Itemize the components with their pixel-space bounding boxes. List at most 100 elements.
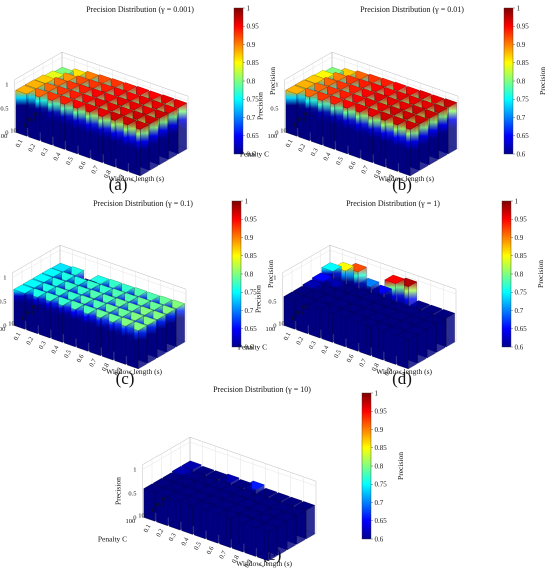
window-length-tick-label: 0.3 <box>40 147 50 157</box>
panel-c-label: (c) <box>116 369 135 388</box>
window-length-tick-label: 0.2 <box>25 336 35 346</box>
colorbar-tick-label: 0.75 <box>375 481 388 489</box>
window-length-tick-label: 0.8 <box>231 554 241 564</box>
penalty-c-tick-label: 0.1 <box>298 116 306 123</box>
colorbar-tick-label: 1 <box>515 197 519 205</box>
window-length-tick-label: 0.6 <box>78 160 88 171</box>
window-length-tick-label: 0.7 <box>88 357 98 368</box>
window-length-tick-label: 1 <box>258 563 266 568</box>
window-length-tick-label: 0.9 <box>115 174 125 184</box>
z-axis-label: Precision <box>256 92 265 120</box>
penalty-c-tick-label: 100 <box>266 326 276 333</box>
window-length-tick-label: 1 <box>130 178 138 184</box>
z-tick-label: 0.5 <box>0 106 8 113</box>
window-length-tick-label: 0.6 <box>346 353 356 364</box>
bars <box>15 66 188 177</box>
window-length-axis-label: Window length (s) <box>376 367 432 376</box>
colorbar-tick-label: 1 <box>247 4 251 12</box>
colorbar-label: Precision <box>538 67 547 95</box>
colorbar-tick-label: 0.9 <box>517 41 526 49</box>
colorbar-tick-label: 0.7 <box>515 307 524 315</box>
window-length-tick-label: 0.4 <box>320 344 330 355</box>
colorbar-tick-label: 0.65 <box>515 325 528 333</box>
penalty-c-tick-label: 100 <box>0 133 7 140</box>
window-length-tick-label: 0.6 <box>206 545 216 556</box>
panel-c: Precision Distribution (γ = 0.1) (c) 0 0.… <box>0 197 275 388</box>
window-length-tick-label: 0.2 <box>297 143 307 153</box>
window-length-tick-label: 0.1 <box>143 523 153 533</box>
window-length-tick-label: 0.1 <box>13 331 23 341</box>
z-tick-label: 1 <box>3 275 6 282</box>
penalty-c-tick-label: 100 <box>268 133 278 140</box>
window-length-tick-label: 0.9 <box>113 367 123 377</box>
z-tick-label: 0.5 <box>128 491 136 498</box>
window-length-tick-label: 0.5 <box>65 156 75 166</box>
window-length-tick-label: 0.8 <box>101 362 111 372</box>
colorbar-tick-label: 0.9 <box>375 426 384 434</box>
colorbar-tick-label: 1 <box>375 389 379 397</box>
colorbar-tick-label: 0.95 <box>375 408 388 416</box>
z-tick-label: 0 <box>273 323 276 330</box>
panel-a-title: Precision Distribution (γ = 0.001) <box>86 5 194 14</box>
colorbar-tick-label: 0.85 <box>375 444 388 452</box>
penalty-c-tick-label: 10 <box>8 320 15 327</box>
colorbar-tick-label: 0.9 <box>515 234 524 242</box>
z-tick-label: 0 <box>3 323 6 330</box>
z-tick-label: 0.5 <box>270 106 278 113</box>
panel-d-label: (d) <box>392 369 412 388</box>
penalty-c-tick-label: 0.01 <box>162 496 173 503</box>
penalty-c-axis-label: Penalty C <box>238 343 267 352</box>
window-length-tick-label: 1 <box>398 371 406 377</box>
panel-e: Precision Distribution (γ = 10) (e) 00.5… <box>98 385 405 568</box>
window-length-tick-label: 0.6 <box>348 160 358 171</box>
penalty-c-tick-label: 0.01 <box>34 111 45 118</box>
colorbar-label: Precision <box>268 67 277 95</box>
window-length-tick-label: 0.5 <box>335 156 345 166</box>
penalty-c-tick-label: 0.1 <box>26 309 34 316</box>
colorbar-tick-label: 0.8 <box>245 270 254 278</box>
colorbar-tick-label: 0.65 <box>375 517 388 525</box>
window-length-tick-label: 0.8 <box>373 169 383 179</box>
penalty-c-tick-label: 0.1 <box>28 116 36 123</box>
colorbar-tick-label: 1 <box>245 197 249 205</box>
window-length-axis-label: Window length (s) <box>106 367 162 376</box>
z-tick-label: 1 <box>275 82 278 89</box>
window-length-tick-label: 0.4 <box>50 344 60 355</box>
z-tick-label: 1 <box>273 275 276 282</box>
colorbar-tick-label: 0.85 <box>517 59 530 67</box>
penalty-c-tick-label: 0.01 <box>304 111 315 118</box>
penalty-c-tick-label: 100 <box>0 326 5 333</box>
window-length-tick-label: 0.5 <box>63 349 73 359</box>
bar <box>285 85 306 137</box>
penalty-c-tick-label: 10 <box>278 320 285 327</box>
panel-b-title: Precision Distribution (γ = 0.01) <box>360 5 464 14</box>
z-tick-label: 0 <box>133 515 136 522</box>
window-length-tick-label: 0.7 <box>90 164 100 175</box>
window-length-tick-label: 0.3 <box>308 340 318 350</box>
bar <box>13 284 34 330</box>
window-length-tick-label: 0.2 <box>27 143 37 153</box>
colorbar-tick-label: 0.85 <box>245 252 258 260</box>
window-length-tick-label: 0.4 <box>322 151 332 162</box>
colorbar-tick-label: 0.6 <box>517 150 526 158</box>
bar <box>283 291 304 330</box>
colorbar-tick-label: 0.7 <box>245 307 254 315</box>
window-length-tick-label: 0.1 <box>283 331 293 341</box>
panel-b-label: (b) <box>392 175 412 194</box>
colorbar-tick-label: 0.6 <box>515 343 524 351</box>
window-length-tick-label: 0.1 <box>285 138 295 148</box>
colorbar-tick-label: 0.8 <box>247 77 256 85</box>
colorbar-tick-label: 0.9 <box>247 41 256 49</box>
bars <box>143 460 316 562</box>
penalty-c-tick-label: 10 <box>10 127 17 134</box>
penalty-c-tick-label: 1 <box>151 507 154 514</box>
